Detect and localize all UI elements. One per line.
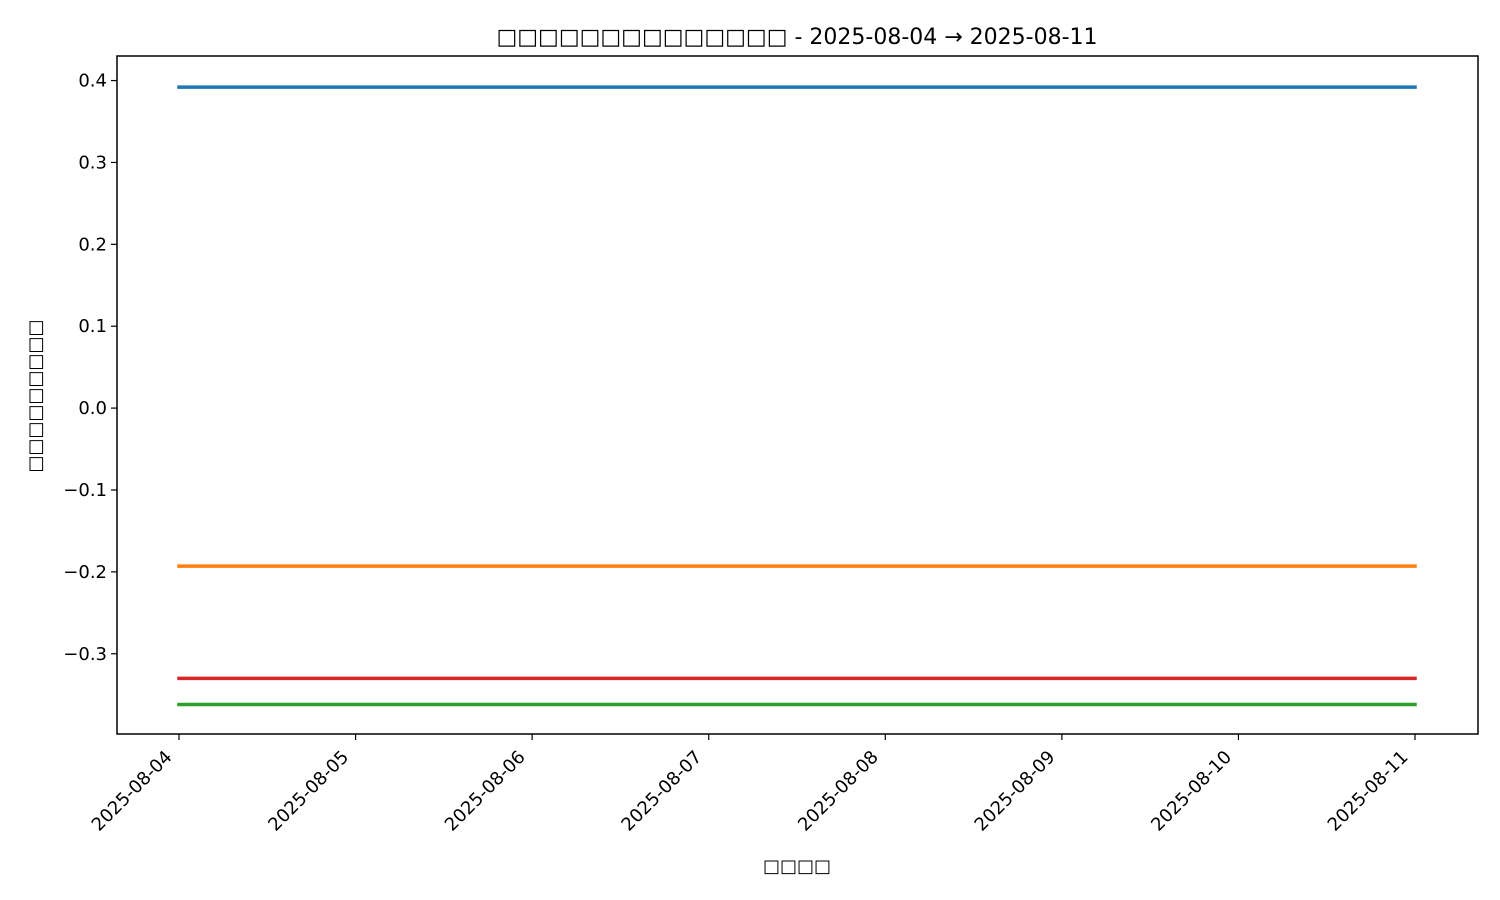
x-tick-label-7: 2025-08-10 xyxy=(1147,747,1236,836)
x-tick-label-8: 2025-08-11 xyxy=(1324,747,1413,836)
x-tick-label-1: 2025-08-04 xyxy=(88,747,177,836)
x-tick-label-3: 2025-08-06 xyxy=(441,747,530,836)
y-tick-label-2: 0.3 xyxy=(78,152,107,173)
y-tick-label-6: −0.1 xyxy=(63,480,107,501)
y-tick-label-4: 0.1 xyxy=(78,316,107,337)
x-axis: 2025-08-04 2025-08-05 2025-08-06 2025-08-07… xyxy=(88,734,1416,836)
plot-area xyxy=(116,55,1479,735)
x-tick-label-2: 2025-08-05 xyxy=(264,747,353,836)
y-axis: 0.4 0.3 0.2 0.1 0.0 −0.1 −0.2 −0.3 xyxy=(63,71,117,665)
x-tick-label-5: 2025-08-08 xyxy=(794,747,883,836)
x-axis-title: □□□□ xyxy=(763,856,831,877)
y-axis-title: □□□□□□□□□ xyxy=(25,319,46,472)
x-tick-label-6: 2025-08-09 xyxy=(971,747,1060,836)
y-tick-label-3: 0.2 xyxy=(78,234,107,255)
series-layer xyxy=(177,85,1417,707)
y-tick-label-7: −0.2 xyxy=(63,562,107,583)
y-tick-label-5: 0.0 xyxy=(78,398,107,419)
y-tick-label-8: −0.3 xyxy=(63,644,107,665)
y-tick-label-1: 0.4 xyxy=(78,71,107,92)
x-tick-label-4: 2025-08-07 xyxy=(617,747,706,836)
chart-title: □□□□□□□□□□□□□□ - 2025-08-04 → 2025-08-11 xyxy=(496,25,1097,50)
